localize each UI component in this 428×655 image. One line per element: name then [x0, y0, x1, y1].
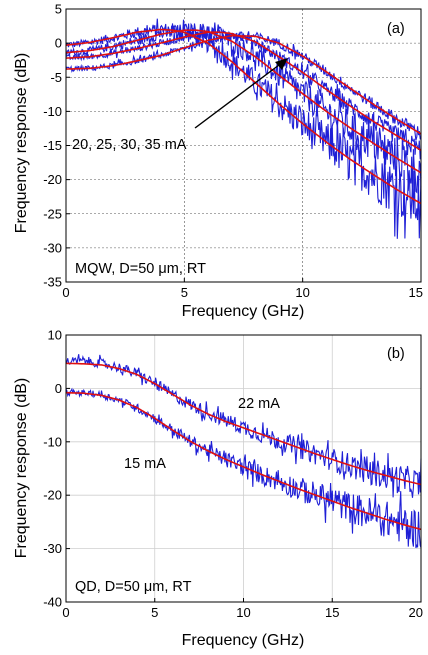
x-tick-label: 5	[151, 605, 158, 620]
fit-curve	[65, 362, 422, 486]
y-tick-label: 0	[55, 36, 62, 51]
current-arrow	[194, 61, 284, 129]
fit-curve	[65, 28, 422, 205]
fit-curve	[65, 31, 422, 151]
arrow-head	[275, 58, 288, 70]
y-tick-label: -5	[50, 70, 62, 85]
y-tick-label: -40	[43, 595, 62, 610]
series-a	[65, 18, 422, 239]
conditions-annotation-b: QD, D=50 μm, RT	[75, 579, 192, 595]
y-axis-label-b: Frequency response (dB)	[13, 378, 30, 559]
y-tick-label: -30	[43, 541, 62, 556]
x-tick-label: 10	[295, 285, 309, 300]
y-tick-label: -15	[43, 138, 62, 153]
annotation-15ma: 15 mA	[124, 456, 166, 472]
panel-label-a: (a)	[387, 21, 405, 37]
x-tick-label: 15	[325, 605, 339, 620]
ticks-b: 0 5 10 15 20 10 0 -10 -20 -30 -40	[43, 328, 423, 621]
fit-curve	[66, 391, 422, 531]
x-tick-label: 5	[181, 285, 188, 300]
grid-b	[66, 335, 421, 602]
y-axis-label-a: Frequency response (dB)	[13, 53, 30, 234]
fit-curve	[65, 34, 422, 135]
y-tick-label: -25	[43, 206, 62, 221]
measured-trace	[65, 387, 422, 549]
annotation-22ma: 22 mA	[238, 396, 280, 412]
ticks-a: 0 5 10 15 5 0 -5 -10 -15 -20 -25 -30 -35	[43, 2, 423, 301]
panel-a: 0 5 10 15 5 0 -5 -10 -15 -20 -25 -30 -35 (a) 20, 25,…	[13, 2, 423, 321]
series-b	[65, 354, 422, 549]
currents-annotation: 20, 25, 30, 35 mA	[72, 137, 187, 153]
y-tick-label: -20	[43, 172, 62, 187]
y-tick-label: -30	[43, 240, 62, 255]
y-tick-label: -10	[43, 434, 62, 449]
measured-trace	[65, 18, 422, 239]
x-tick-label: 10	[236, 605, 250, 620]
y-tick-label: -10	[43, 104, 62, 119]
y-tick-label: 0	[55, 381, 62, 396]
x-tick-label: 20	[409, 605, 423, 620]
x-axis-label-a: Frequency (GHz)	[182, 303, 305, 320]
panel-label-b: (b)	[387, 346, 405, 362]
fit-curve	[65, 29, 422, 174]
measured-trace	[65, 354, 422, 498]
y-tick-label: -20	[43, 488, 62, 503]
x-tick-label: 0	[62, 605, 69, 620]
x-axis-label-b: Frequency (GHz)	[182, 632, 305, 649]
y-tick-label: 5	[55, 2, 62, 17]
y-tick-label: -35	[43, 275, 62, 290]
x-tick-label: 15	[409, 285, 423, 300]
measured-trace	[65, 19, 422, 201]
x-tick-label: 0	[62, 285, 69, 300]
conditions-annotation-a: MQW, D=50 μm, RT	[75, 261, 206, 277]
y-tick-label: 10	[48, 328, 62, 343]
